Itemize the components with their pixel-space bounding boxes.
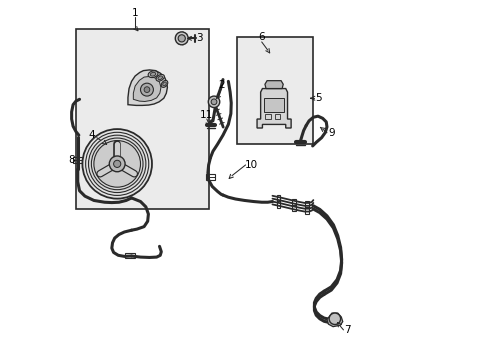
Polygon shape	[133, 76, 161, 102]
Text: 11: 11	[200, 110, 213, 120]
Circle shape	[178, 35, 185, 42]
Polygon shape	[257, 89, 290, 128]
Text: 3: 3	[196, 33, 203, 43]
Bar	[274, 114, 280, 119]
Bar	[237, 37, 312, 144]
Ellipse shape	[158, 76, 162, 80]
Text: 5: 5	[314, 93, 321, 103]
Text: 1: 1	[132, 8, 138, 18]
Text: 7: 7	[344, 325, 350, 335]
Text: 4: 4	[89, 130, 95, 140]
Bar	[265, 114, 270, 119]
Polygon shape	[264, 81, 283, 89]
Circle shape	[144, 87, 149, 93]
Circle shape	[211, 99, 217, 105]
Circle shape	[113, 160, 121, 167]
Text: 2: 2	[218, 80, 224, 90]
Bar	[205, 174, 215, 180]
Ellipse shape	[161, 80, 167, 87]
Ellipse shape	[163, 82, 166, 86]
Circle shape	[208, 96, 219, 108]
Bar	[264, 98, 284, 112]
Ellipse shape	[148, 71, 158, 78]
Bar	[292, 199, 295, 211]
Circle shape	[328, 313, 340, 324]
Polygon shape	[326, 313, 342, 327]
Circle shape	[175, 32, 188, 45]
Circle shape	[109, 156, 125, 172]
Ellipse shape	[156, 75, 164, 81]
Bar	[305, 201, 308, 214]
Text: 9: 9	[327, 128, 334, 138]
Text: 8: 8	[68, 155, 75, 165]
Circle shape	[88, 135, 145, 193]
Text: 6: 6	[258, 32, 264, 42]
Bar	[125, 253, 135, 258]
Bar	[276, 195, 280, 208]
Circle shape	[140, 83, 153, 96]
Bar	[73, 157, 82, 163]
Text: 10: 10	[244, 160, 258, 170]
Circle shape	[82, 129, 152, 199]
Circle shape	[94, 140, 140, 187]
Bar	[76, 30, 208, 209]
Ellipse shape	[150, 72, 156, 76]
Polygon shape	[128, 70, 167, 105]
